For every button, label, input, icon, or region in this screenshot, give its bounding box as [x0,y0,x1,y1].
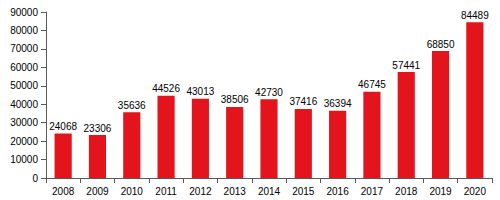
svg-text:10000: 10000 [10,154,38,165]
svg-text:0: 0 [32,173,38,184]
svg-text:37416: 37416 [289,96,317,107]
svg-text:90000: 90000 [10,7,38,18]
svg-text:2016: 2016 [326,186,349,197]
svg-text:43013: 43013 [186,86,214,97]
svg-text:70000: 70000 [10,43,38,54]
svg-text:23306: 23306 [84,123,112,134]
svg-text:57441: 57441 [392,60,420,71]
svg-text:50000: 50000 [10,80,38,91]
svg-text:42730: 42730 [255,87,283,98]
svg-text:2013: 2013 [224,186,247,197]
svg-text:2020: 2020 [464,186,487,197]
svg-text:44526: 44526 [152,83,180,94]
svg-text:30000: 30000 [10,117,38,128]
svg-text:20000: 20000 [10,136,38,147]
svg-text:46745: 46745 [358,79,386,90]
svg-text:38506: 38506 [221,94,249,105]
svg-text:24068: 24068 [49,121,77,132]
svg-text:2011: 2011 [155,186,177,197]
svg-text:35636: 35636 [118,100,146,111]
svg-text:2019: 2019 [429,186,452,197]
svg-text:80000: 80000 [10,25,38,36]
svg-text:2010: 2010 [121,186,144,197]
svg-text:2008: 2008 [52,186,75,197]
svg-text:60000: 60000 [10,62,38,73]
svg-text:2014: 2014 [258,186,281,197]
svg-text:2012: 2012 [189,186,212,197]
svg-text:2009: 2009 [86,186,109,197]
svg-text:68850: 68850 [427,39,455,50]
svg-text:2017: 2017 [361,186,384,197]
svg-text:84489: 84489 [461,10,489,21]
svg-text:2018: 2018 [395,186,418,197]
svg-text:40000: 40000 [10,99,38,110]
svg-text:2015: 2015 [292,186,315,197]
svg-text:36394: 36394 [324,98,352,109]
